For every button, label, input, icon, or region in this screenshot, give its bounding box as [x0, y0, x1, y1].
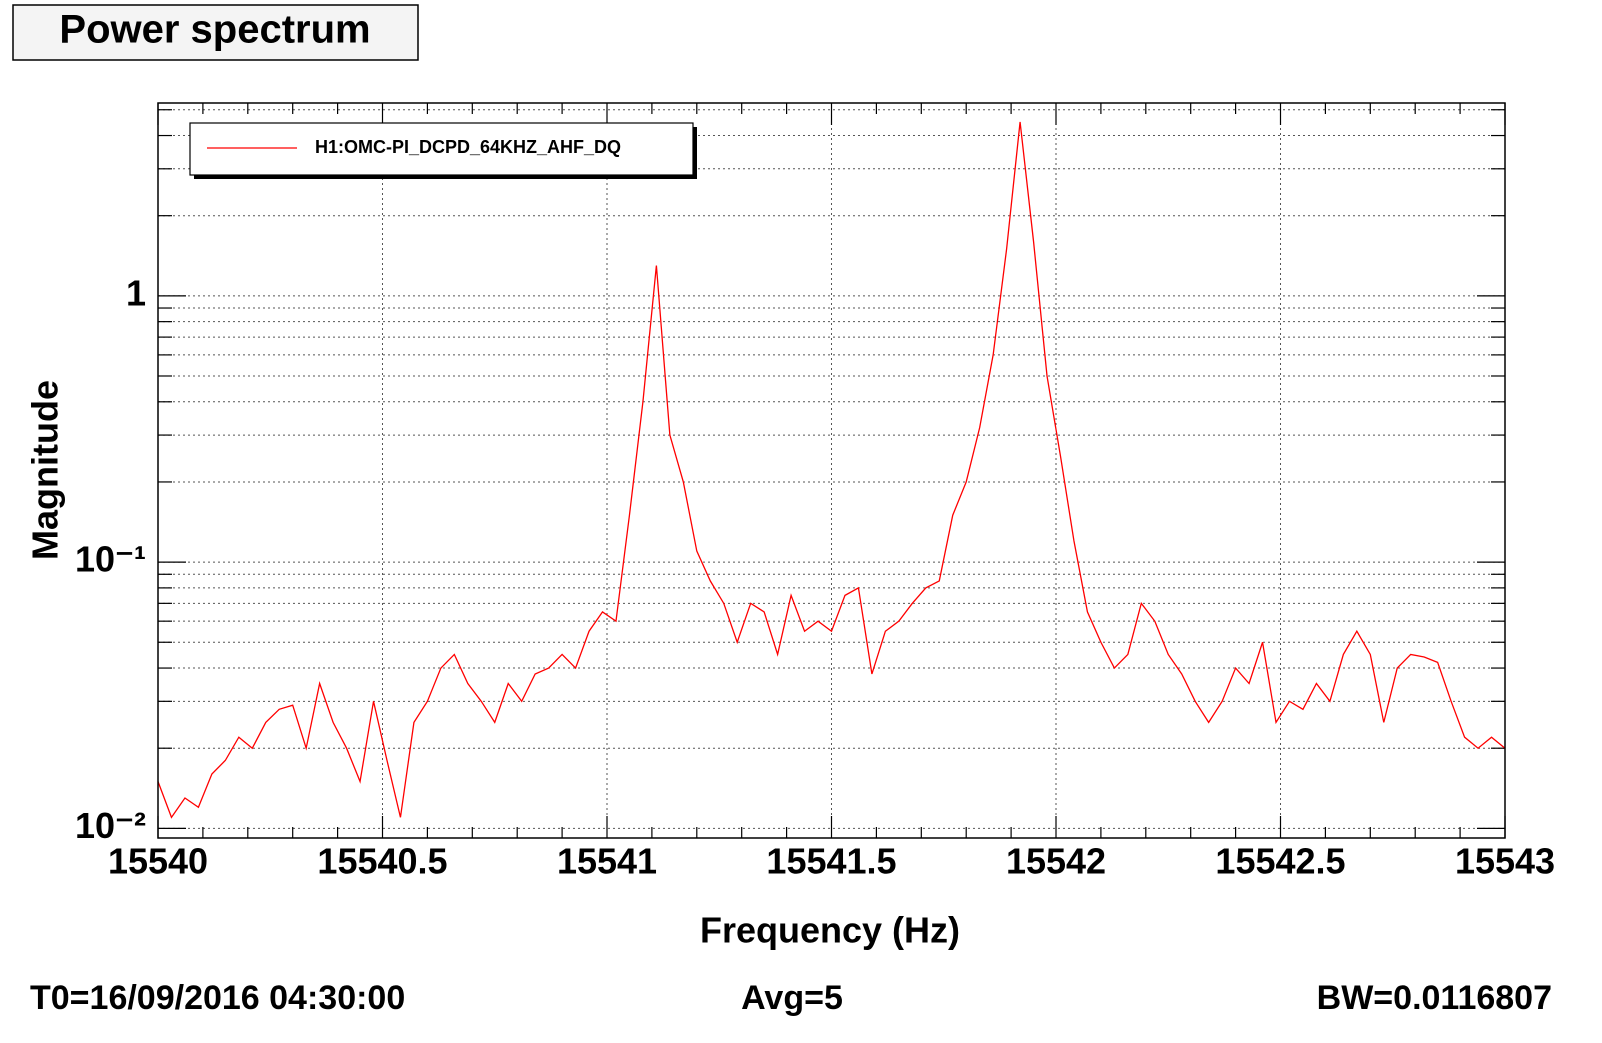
title-box — [12, 4, 419, 61]
y-tick-label: 10⁻² — [75, 805, 146, 846]
x-tick-label: 15540.5 — [317, 841, 447, 882]
x-tick-label: 15541 — [557, 841, 657, 882]
y-tick-label: 1 — [126, 272, 146, 313]
x-tick-label: 15542.5 — [1215, 841, 1345, 882]
x-axis-label: Frequency (Hz) — [700, 910, 960, 951]
y-tick-label: 10⁻¹ — [75, 539, 146, 580]
legend-box — [189, 122, 694, 176]
chart-title: Power spectrum — [59, 8, 370, 52]
x-tick-label: 15540 — [108, 841, 208, 882]
x-tick-label: 15542 — [1006, 841, 1106, 882]
footer-avg: Avg=5 — [741, 979, 843, 1017]
footer-bw: BW=0.0116807 — [1317, 979, 1552, 1017]
footer-time: T0=16/09/2016 04:30:00 — [30, 979, 405, 1017]
x-tick-label: 15543 — [1455, 841, 1555, 882]
x-tick-label: 15541.5 — [766, 841, 896, 882]
legend-label: H1:OMC-PI_DCPD_64KHZ_AHF_DQ — [315, 137, 621, 157]
y-axis-label: Magnitude — [25, 380, 66, 560]
series-line — [157, 121, 1506, 819]
plot-frame — [157, 102, 1506, 839]
